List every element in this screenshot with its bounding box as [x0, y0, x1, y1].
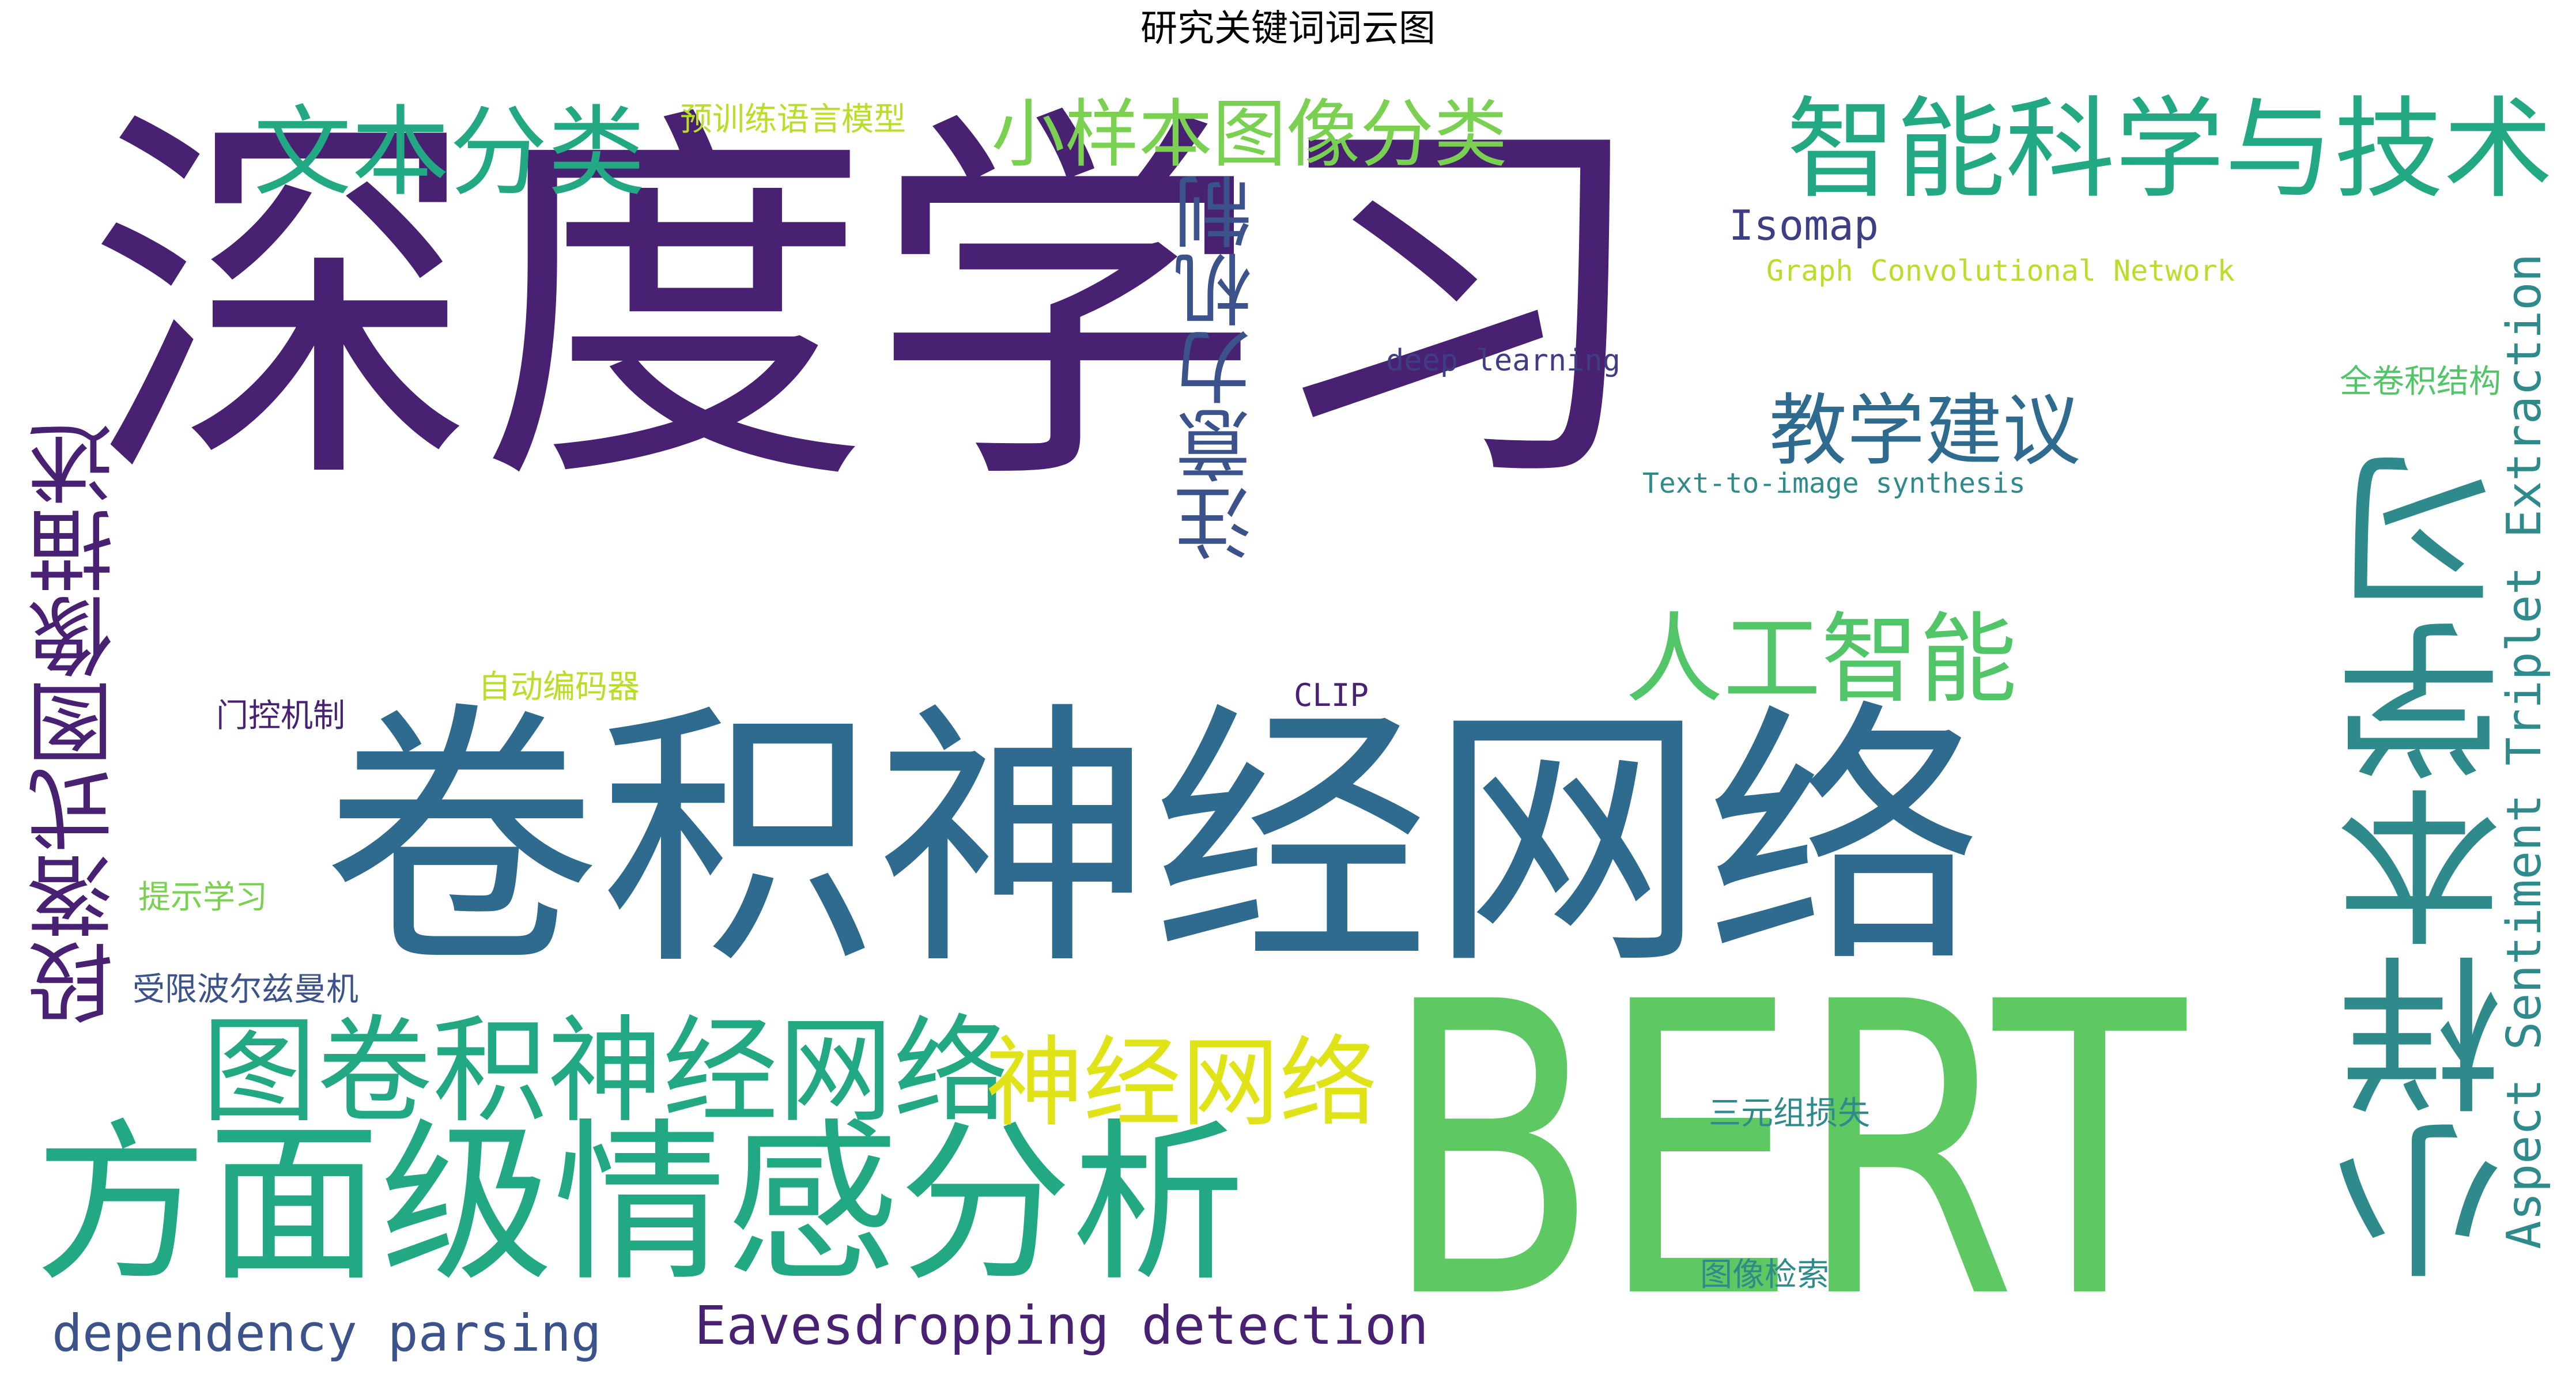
word-zhineng-kexue-yu-jishu: 智能科学与技术	[1786, 86, 2554, 213]
word-fangmianji-qinggan-fenxi: 方面级情感分析	[35, 1103, 1245, 1305]
word-tu-juanji-shenjing-wangluo: 图卷积神经网络	[202, 1004, 1009, 1139]
word-dependency-parsing: dependency parsing	[52, 1303, 602, 1363]
word-clip: CLIP	[1294, 677, 1369, 713]
word-zidong-bianmaqi: 自动编码器	[478, 668, 640, 706]
word-wenben-fenlei: 文本分类	[254, 96, 646, 210]
word-rengong-zhineng: 人工智能	[1625, 603, 2018, 717]
word-shendu-xuexi: 深度学习	[86, 77, 1654, 533]
word-text-to-image-synthesis: Text-to-image synthesis	[1642, 467, 2026, 500]
word-xiaoyangben-xuexi: 小样本学习	[2337, 449, 2532, 1285]
word-graph-convolutional-network: Graph Convolutional Network	[1766, 254, 2235, 288]
word-aspect-sentiment-triplet-extraction: Aspect Sentiment Triplet Extraction	[2497, 254, 2552, 1249]
word-sanyuanzu-sunshi: 三元组损失	[1709, 1095, 1870, 1132]
word-menkong-jizhi: 门控机制	[216, 697, 345, 735]
word-isomap: Isomap	[1729, 201, 1879, 250]
word-duanluoshi-tuxiang-miaoshu: 段落式图像描述	[28, 421, 128, 1026]
word-tuxiang-jiansuo: 图像检索	[1700, 1256, 1829, 1294]
word-juanji-shenjing-wangluo: 卷积神经网络	[323, 680, 1982, 1002]
word-eavesdropping-detection: Eavesdropping detection	[694, 1295, 1429, 1356]
word-quanjuanji-jiegou: 全卷积结构	[2340, 363, 2501, 400]
word-jiaoxue-jianyi: 教学建议	[1769, 386, 2080, 476]
word-deep-learning: deep learning	[1386, 343, 1621, 378]
word-yuxunlian-yuyan-moxing: 预训练语言模型	[680, 101, 906, 138]
word-shenjing-wangluo: 神经网络	[985, 1026, 1378, 1140]
chart-title: 研究关键词词云图	[1140, 7, 1436, 50]
word-zhuyili-jizhi: 注意力机制	[1175, 173, 1266, 562]
word-bert: BERT	[1383, 917, 2186, 1387]
word-xiaoyangben-tuxiang-fenlei: 小样本图像分类	[991, 92, 1508, 177]
word-shouxian-boerziman-ji: 受限波尔兹曼机	[133, 971, 358, 1008]
word-tishi-xuexi: 提示学习	[138, 879, 267, 916]
